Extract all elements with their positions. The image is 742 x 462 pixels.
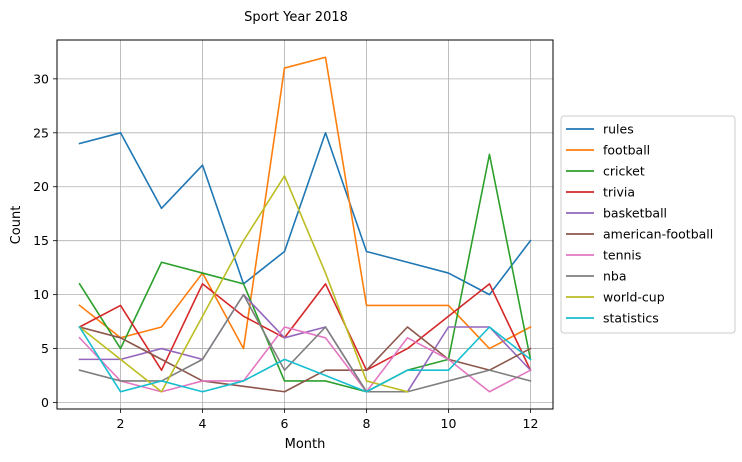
x-axis-title: Month <box>285 437 326 452</box>
legend-label-tennis: tennis <box>603 248 641 263</box>
legend-label-american-football: american-football <box>603 227 713 242</box>
legend-frame <box>560 115 736 334</box>
x-tick-label: 10 <box>441 416 457 431</box>
legend-label-trivia: trivia <box>603 185 635 200</box>
y-tick-label: 15 <box>33 233 49 248</box>
x-tick-label: 6 <box>281 416 289 431</box>
y-tick-label: 30 <box>33 71 49 86</box>
series-line-american-football <box>78 326 532 393</box>
x-tick-label: 8 <box>363 416 371 431</box>
legend-label-nba: nba <box>603 269 627 284</box>
series-line-world-cup <box>78 175 409 393</box>
legend-label-rules: rules <box>603 122 634 137</box>
series-line-rules <box>78 131 532 296</box>
x-tick-label: 4 <box>199 416 207 431</box>
y-tick-label: 25 <box>33 125 49 140</box>
x-tick-label: 12 <box>523 416 539 431</box>
y-tick-label: 5 <box>41 341 49 356</box>
y-tick-label: 20 <box>33 179 49 194</box>
legend-label-football: football <box>603 143 650 158</box>
legend-label-statistics: statistics <box>603 311 659 326</box>
legend-label-cricket: cricket <box>603 164 645 179</box>
series-line-tennis <box>78 326 532 393</box>
legend-label-world-cup: world-cup <box>603 290 665 305</box>
legend-label-basketball: basketball <box>603 206 667 221</box>
series-line-nba <box>78 293 532 393</box>
y-tick-label: 0 <box>41 395 49 410</box>
legend-items: rules football cricket trivia basketball amer… <box>566 122 713 326</box>
axis-ticks: 2 4 6 8 10 12 0 5 10 15 20 25 30 <box>33 71 538 431</box>
series-lines <box>78 56 532 393</box>
y-tick-label: 10 <box>33 287 49 302</box>
grid-lines <box>57 40 553 409</box>
series-line-statistics <box>78 325 532 393</box>
chart-title: Sport Year 2018 <box>244 10 348 25</box>
plot-area-frame <box>56 39 554 410</box>
x-tick-label: 2 <box>117 416 125 431</box>
legend: rules football cricket trivia basketball amer… <box>560 115 736 334</box>
series-line-football <box>78 56 532 350</box>
y-axis-title: Count <box>9 206 24 245</box>
series-line-trivia <box>78 283 532 372</box>
